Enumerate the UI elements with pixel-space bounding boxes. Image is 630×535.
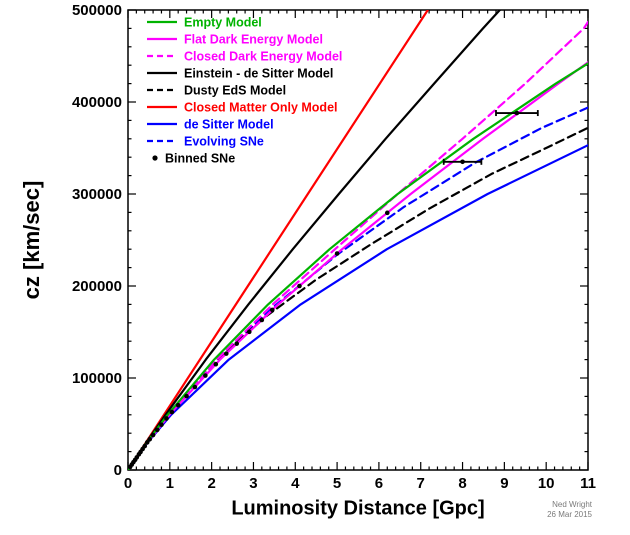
series-line-einstein-de-sitter-model	[128, 10, 501, 470]
x-tick-label: 8	[458, 475, 466, 492]
legend-label: Flat Dark Energy Model	[184, 33, 323, 47]
legend-item-empty-model: Empty Model	[147, 16, 262, 30]
binned-sne-point	[234, 341, 240, 346]
binned-sne-point	[223, 351, 229, 356]
binned-sne-point	[269, 307, 275, 313]
axis-ticks	[127, 9, 589, 471]
binned-sne-point	[164, 416, 169, 421]
x-tick-label: 6	[375, 475, 383, 492]
plot-frame	[127, 9, 589, 471]
credit-line-1: Ned Wright	[552, 500, 592, 509]
legend-label: Binned SNe	[165, 152, 235, 166]
y-tick-label: 400000	[72, 94, 122, 111]
legend-label: Einstein - de Sitter Model	[184, 67, 333, 81]
binned-sne-point	[384, 210, 390, 216]
binned-sne-point	[203, 373, 208, 378]
series-line-de-sitter-model	[128, 144, 588, 470]
y-tick-label: 200000	[72, 278, 122, 295]
y-axis-title: cz [km/sec]	[19, 180, 44, 300]
y-tick-label: 100000	[72, 370, 122, 387]
legend-label: Evolving SNe	[184, 135, 264, 149]
binned-sne-point	[213, 361, 219, 367]
y-tick-label: 0	[114, 462, 122, 479]
x-tick-label: 2	[207, 475, 215, 492]
legend-item-einstein-de-sitter-model: Einstein - de Sitter Model	[147, 67, 333, 81]
tick-labels: 0 1 2 3 4 5 6 7 8 9 10 11 0 100000 200000 300000 400000 5…	[72, 2, 596, 492]
x-axis-title: Luminosity Distance [Gpc]	[231, 497, 485, 520]
y-tick-label: 500000	[72, 2, 122, 19]
credit-line-2: 26 Mar 2015	[547, 510, 592, 519]
credit-annotation: Ned Wright 26 Mar 2015	[547, 500, 592, 520]
binned-sne-point	[514, 110, 520, 116]
binned-sne-point	[142, 443, 148, 449]
x-tick-label: 1	[166, 475, 174, 492]
binned-sne-point	[150, 432, 156, 438]
legend-label: de Sitter Model	[184, 118, 274, 132]
binned-sne-point	[334, 251, 340, 256]
legend-label: Closed Matter Only Model	[184, 101, 338, 115]
x-tick-label: 11	[580, 475, 596, 492]
legend-item-flat-dark-energy-model: Flat Dark Energy Model	[147, 33, 323, 47]
x-tick-label: 3	[249, 475, 257, 492]
binned-sne-point	[144, 440, 150, 445]
x-tick-label: 9	[500, 475, 508, 492]
binned-sne-point	[259, 317, 265, 323]
x-tick-label: 5	[333, 475, 341, 492]
x-tick-label: 4	[291, 475, 300, 492]
x-tick-label: 0	[124, 475, 132, 492]
y-tick-label: 300000	[72, 186, 122, 203]
legend-item-dusty-eds-model: Dusty EdS Model	[147, 84, 286, 98]
legend-item-binned-sne: Binned SNe	[152, 152, 235, 166]
binned-sne-point	[246, 329, 252, 335]
x-tick-label: 7	[417, 475, 425, 492]
binned-sne-point	[147, 436, 153, 442]
binned-sne-point	[297, 283, 302, 289]
binned-sne-point	[154, 427, 160, 433]
series-group	[128, 10, 588, 470]
binned-sne-point	[169, 409, 175, 415]
legend-item-closed-matter-only-model: Closed Matter Only Model	[147, 101, 338, 115]
legend-label: Closed Dark Energy Model	[184, 50, 342, 64]
x-tick-label: 10	[538, 475, 555, 492]
legend-label: Empty Model	[184, 16, 262, 30]
binned-sne-point	[175, 402, 181, 408]
series-line-closed-matter-only-model	[128, 10, 429, 470]
binned-sne-point	[159, 422, 164, 428]
legend-item-de-sitter-model: de Sitter Model	[147, 118, 274, 132]
legend-item-evolving-sne: Evolving SNe	[147, 135, 264, 149]
binned-sne-point	[192, 384, 198, 390]
binned-sne-point	[460, 159, 465, 165]
legend: Empty Model Flat Dark Energy Model Closed …	[147, 16, 342, 166]
series-scatter-binned-sne	[128, 110, 539, 470]
binned-sne-point	[184, 393, 189, 399]
legend-dot-marker	[152, 155, 158, 161]
legend-item-closed-dark-energy-model: Closed Dark Energy Model	[147, 50, 342, 64]
legend-label: Dusty EdS Model	[184, 84, 286, 98]
